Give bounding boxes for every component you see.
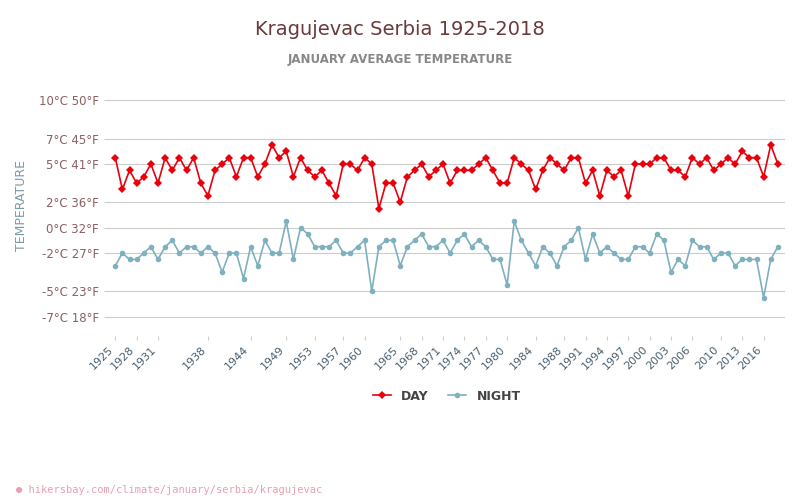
NIGHT	[225, 250, 234, 256]
NIGHT	[110, 263, 120, 269]
NIGHT	[517, 238, 526, 244]
Y-axis label: TEMPERATURE: TEMPERATURE	[15, 160, 28, 251]
DAY	[623, 193, 633, 199]
NIGHT	[616, 256, 626, 262]
Text: Kragujevac Serbia 1925-2018: Kragujevac Serbia 1925-2018	[255, 20, 545, 39]
Line: NIGHT: NIGHT	[113, 218, 781, 300]
Legend: DAY, NIGHT: DAY, NIGHT	[367, 384, 526, 407]
Line: DAY: DAY	[113, 142, 781, 212]
DAY	[289, 174, 298, 180]
NIGHT	[374, 244, 384, 250]
DAY	[524, 168, 534, 173]
NIGHT	[759, 294, 769, 300]
DAY	[382, 180, 391, 186]
NIGHT	[773, 244, 782, 250]
Text: ● hikersbay.com/climate/january/serbia/kragujevac: ● hikersbay.com/climate/january/serbia/k…	[16, 485, 322, 495]
DAY	[267, 142, 277, 148]
DAY	[374, 206, 384, 212]
Text: JANUARY AVERAGE TEMPERATURE: JANUARY AVERAGE TEMPERATURE	[287, 52, 513, 66]
NIGHT	[282, 218, 291, 224]
NIGHT	[395, 263, 405, 269]
NIGHT	[289, 256, 298, 262]
DAY	[402, 174, 412, 180]
DAY	[773, 161, 782, 167]
DAY	[225, 154, 234, 160]
DAY	[110, 154, 120, 160]
